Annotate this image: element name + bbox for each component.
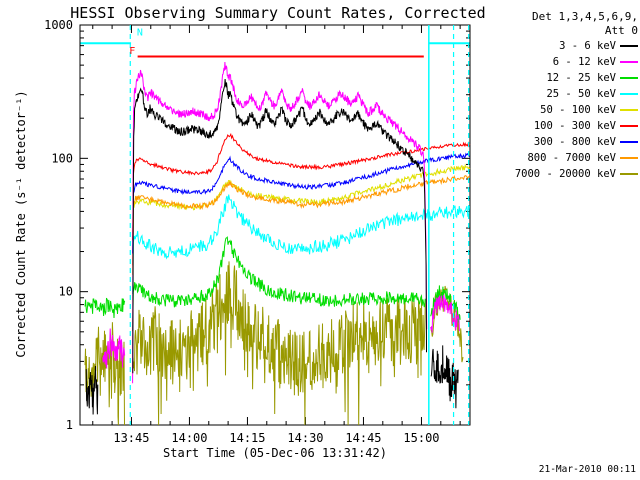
legend-entry: 800 - 7000 keV [510,150,638,166]
series-line-7000-20000keV [132,261,426,426]
legend-entry: 25 - 50 keV [510,86,638,102]
y-tick-label: 1000 [44,18,73,32]
legend-entry-label: 12 - 25 keV [546,72,616,84]
legend-color-line [620,109,638,111]
legend-color-line [620,93,638,95]
series-line-25-50keV [132,194,470,295]
x-tick-label: 14:30 [287,431,323,445]
flag-label-F: F [129,46,135,57]
series-line-100-300keV [132,132,471,241]
series-line-12-25keV [430,285,461,323]
legend-color-line [620,125,638,127]
series-line-300-800keV [132,152,471,254]
legend-entry-label: 3 - 6 keV [559,40,616,52]
legend-entry: 12 - 25 keV [510,70,638,86]
series-line-6-12keV [102,328,126,370]
legend-entry-label: 300 - 800 keV [533,136,616,148]
legend: Det 1,3,4,5,6,9, Att 0 3 - 6 keV 6 - 12 k… [510,10,638,182]
flag-label-N: N [137,27,143,38]
y-tick-label: 1 [66,418,73,432]
legend-entry: 3 - 6 keV [510,38,638,54]
legend-color-line [620,45,638,47]
chart-title: HESSI Observing Summary Count Rates, Cor… [70,4,486,22]
legend-entries: 3 - 6 keV 6 - 12 keV 12 - 25 keV 25 - 50 ke… [510,38,638,182]
creation-timestamp: 21-Mar-2010 00:11 [538,464,636,475]
legend-color-line [620,77,638,79]
x-tick-label: 14:00 [171,431,207,445]
legend-entry: 100 - 300 keV [510,118,638,134]
series-line-6-12keV [430,294,460,333]
legend-header-detectors: Det 1,3,4,5,6,9, [532,10,638,23]
plot-frame [79,24,471,426]
legend-entry-label: 6 - 12 keV [552,56,616,68]
legend-entry-label: 800 - 7000 keV [527,152,616,164]
legend-entry-label: 100 - 300 keV [533,120,616,132]
legend-header-attenuator: Att 0 [604,24,638,37]
legend-entry-label: 7000 - 20000 keV [514,168,616,180]
legend-entry: 6 - 12 keV [510,54,638,70]
x-tick-label: 14:15 [229,431,265,445]
y-tick-label: 10 [59,285,73,299]
series-line-12-25keV [84,297,126,319]
y-axis-label: Corrected Count Rate (s⁻¹ detector⁻¹) [14,90,28,358]
series-line-6-12keV [132,61,428,384]
legend-entry: 300 - 800 keV [510,134,638,150]
legend-color-line [620,141,638,143]
x-tick-label: 13:45 [113,431,149,445]
series-line-3-6keV [132,78,427,374]
x-tick-label: 14:45 [345,431,381,445]
legend-entry-label: 25 - 50 keV [546,88,616,100]
y-tick-label: 100 [51,151,73,165]
series-line-12-25keV [132,236,426,332]
series-line-50-100keV [132,163,471,275]
legend-entry-label: 50 - 100 keV [540,104,616,116]
x-tick-label: 15:00 [403,431,439,445]
x-axis-label: Start Time (05-Dec-06 13:31:42) [163,446,387,460]
legend-entry: 7000 - 20000 keV [510,166,638,182]
legend-entry: 50 - 100 keV [510,102,638,118]
legend-color-line [620,61,638,63]
series-line-800-7000keV [132,174,470,266]
series-line-3-6keV [85,365,99,415]
legend-color-line [620,173,638,175]
legend-color-line [620,157,638,159]
